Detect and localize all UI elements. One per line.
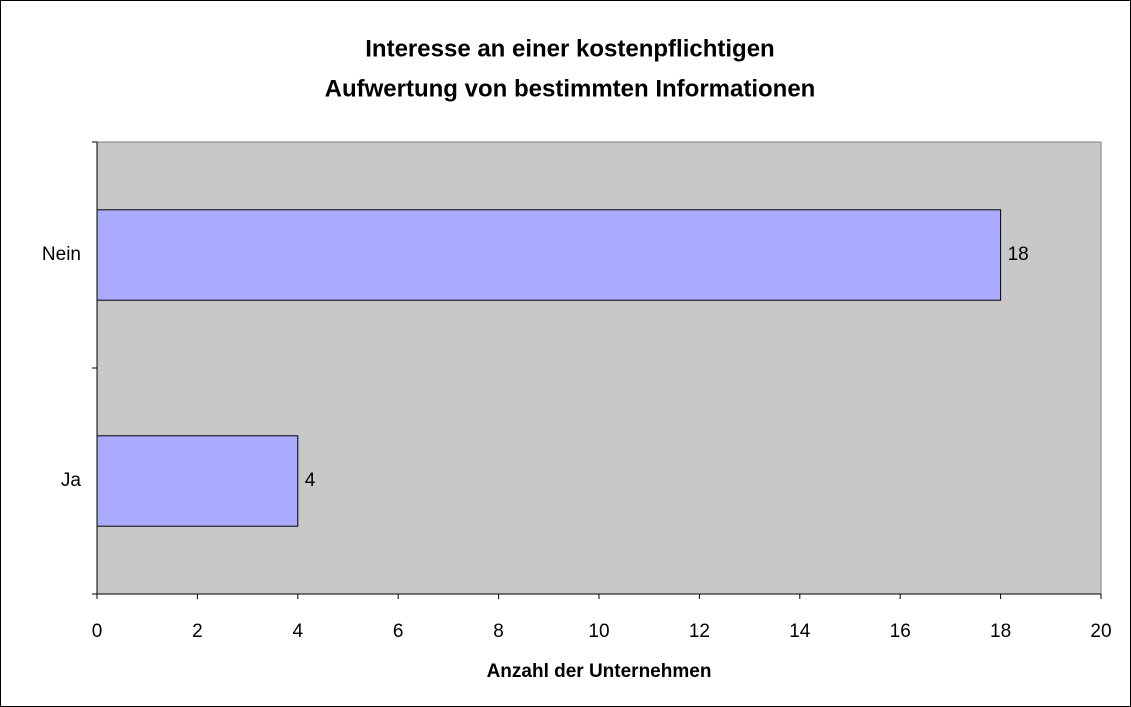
x-tick-label: 6 bbox=[393, 621, 404, 642]
chart-title: Interesse an einer kostenpflichtigen bbox=[365, 35, 774, 62]
y-tick-label: Nein bbox=[42, 244, 81, 265]
x-tick-label: 10 bbox=[588, 621, 609, 642]
x-axis-label: Anzahl der Unternehmen bbox=[487, 661, 712, 682]
x-tick-label: 18 bbox=[990, 621, 1011, 642]
x-tick-label: 2 bbox=[192, 621, 203, 642]
data-label: 4 bbox=[305, 470, 316, 491]
x-tick-label: 20 bbox=[1090, 621, 1111, 642]
bar bbox=[96, 435, 299, 527]
bar bbox=[96, 209, 1002, 301]
x-tick-label: 14 bbox=[789, 621, 811, 642]
data-label: 18 bbox=[1008, 244, 1029, 265]
x-tick-label: 8 bbox=[493, 621, 504, 642]
y-tick-label: Ja bbox=[61, 470, 82, 491]
x-tick-label: 16 bbox=[890, 621, 911, 642]
x-tick-label: 0 bbox=[92, 621, 103, 642]
x-tick-label: 12 bbox=[689, 621, 710, 642]
chart-title: Aufwertung von bestimmten Informationen bbox=[325, 75, 816, 102]
x-tick-label: 4 bbox=[293, 621, 304, 642]
